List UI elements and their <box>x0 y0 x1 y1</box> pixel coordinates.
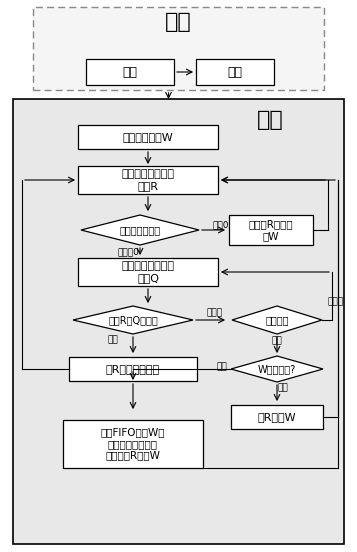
Polygon shape <box>73 306 193 334</box>
Bar <box>231 405 323 429</box>
Text: 不相似: 不相似 <box>207 309 223 317</box>
Text: 遍历结束: 遍历结束 <box>265 315 289 325</box>
Text: 已满: 已满 <box>216 363 227 371</box>
Text: 根据FIFO移除W中
元素，加入不重复
队列，将R加入W: 根据FIFO移除W中 元素，加入不重复 队列，将R加入W <box>101 427 165 460</box>
Text: 分词: 分词 <box>122 66 137 78</box>
Text: 将R加入W: 将R加入W <box>258 412 296 422</box>
Text: 相似: 相似 <box>107 336 119 344</box>
Text: 窗口中记录个数: 窗口中记录个数 <box>120 225 161 235</box>
Text: 遍历集合中每一个
记录R: 遍历集合中每一个 记录R <box>121 169 175 191</box>
Text: 去重: 去重 <box>257 110 283 130</box>
Text: 将R从集合中删除: 将R从集合中删除 <box>106 364 160 374</box>
Text: 等于0: 等于0 <box>213 220 229 230</box>
Bar <box>78 125 218 149</box>
Text: 排序: 排序 <box>165 12 192 32</box>
Text: 排序: 排序 <box>227 66 242 78</box>
Bar <box>196 59 274 85</box>
Text: 将记录R加入窗
口W: 将记录R加入窗 口W <box>249 219 293 241</box>
Text: W窗口已满?: W窗口已满? <box>258 364 296 374</box>
Polygon shape <box>81 215 199 245</box>
Text: 设定窗口大小W: 设定窗口大小W <box>122 132 174 142</box>
Text: 不等于0: 不等于0 <box>117 247 139 257</box>
Text: 计算R与Q相似度: 计算R与Q相似度 <box>108 315 158 325</box>
Polygon shape <box>232 306 322 334</box>
Text: 遍历窗口中每一个
记录Q: 遍历窗口中每一个 记录Q <box>121 261 175 283</box>
Bar <box>229 215 313 245</box>
Text: 未满: 未满 <box>278 384 288 392</box>
Text: 结束: 结束 <box>272 337 282 346</box>
Bar <box>69 357 197 381</box>
Text: 未结束: 未结束 <box>328 298 344 306</box>
Bar <box>78 258 218 286</box>
Bar <box>86 59 174 85</box>
Bar <box>33 7 324 90</box>
Bar <box>63 420 203 468</box>
Polygon shape <box>231 356 323 382</box>
Bar <box>13 99 344 544</box>
Bar <box>78 166 218 194</box>
